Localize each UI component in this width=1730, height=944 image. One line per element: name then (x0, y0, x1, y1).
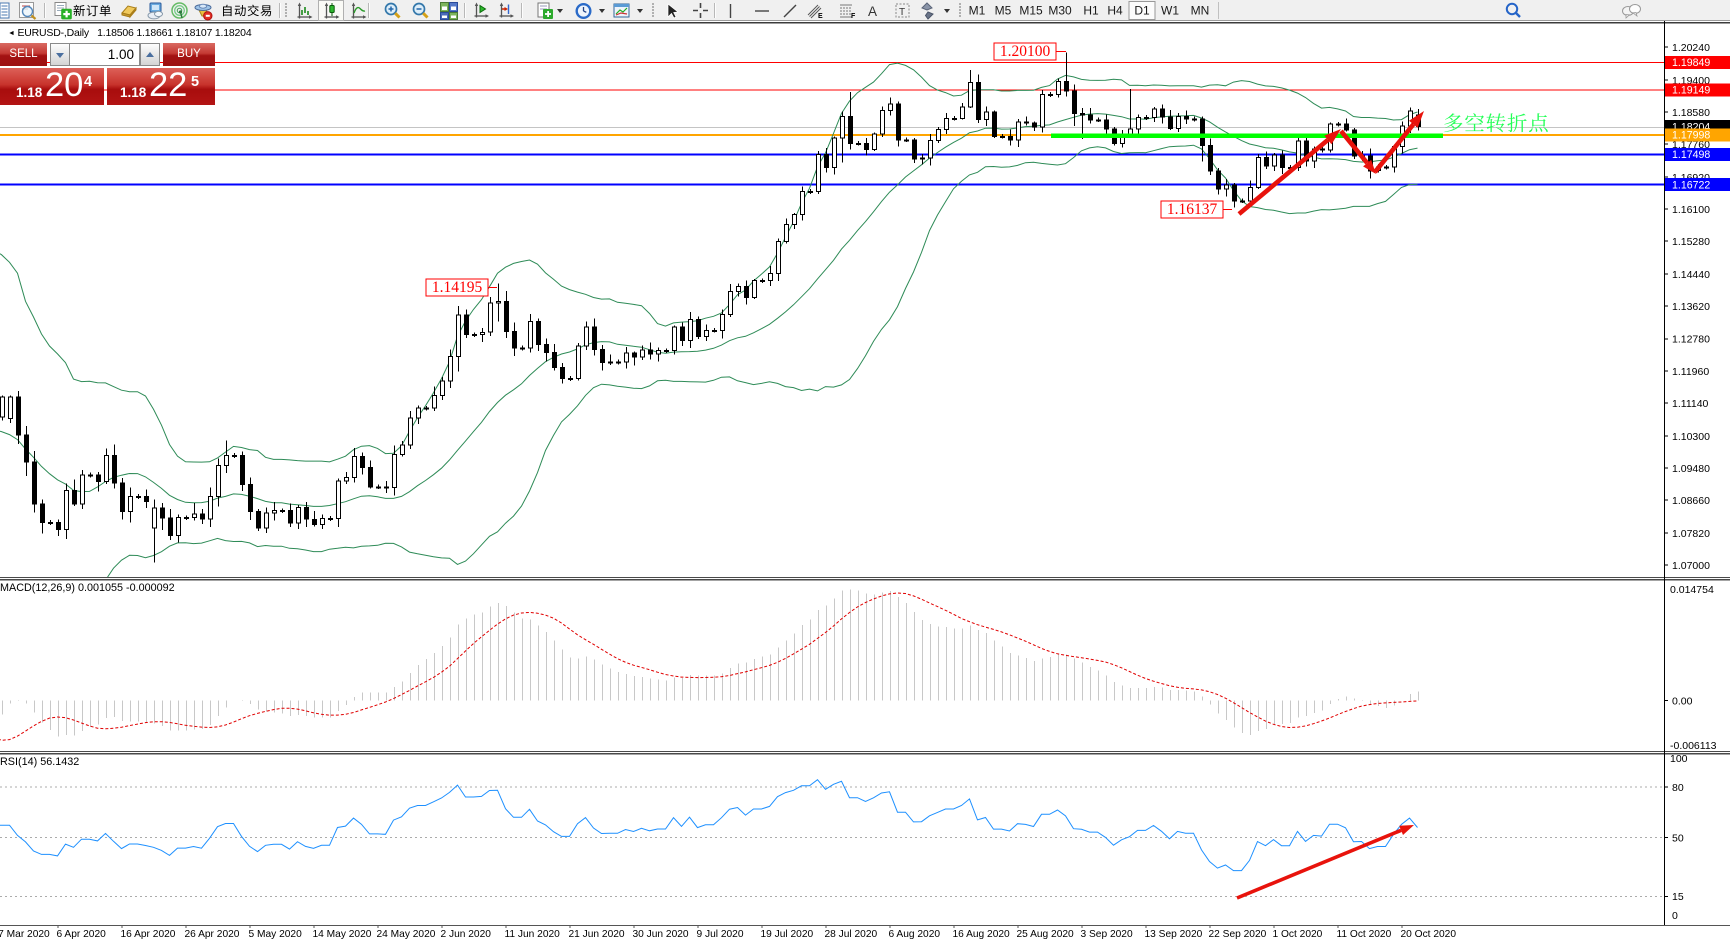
svg-text:1.12780: 1.12780 (1672, 334, 1710, 346)
svg-text:1.19849: 1.19849 (1672, 57, 1710, 69)
svg-text:D1: D1 (1134, 4, 1150, 18)
svg-text:1.07000: 1.07000 (1672, 560, 1710, 572)
svg-text:27 Mar 2020: 27 Mar 2020 (0, 929, 50, 940)
svg-text:1.17998: 1.17998 (1672, 130, 1710, 142)
svg-text:T: T (899, 7, 905, 18)
svg-text:M1: M1 (969, 4, 986, 18)
svg-text:1.16722: 1.16722 (1672, 180, 1710, 192)
svg-text:5 May 2020: 5 May 2020 (249, 929, 303, 940)
svg-text:28 Jul 2020: 28 Jul 2020 (825, 929, 878, 940)
svg-text:1 Oct 2020: 1 Oct 2020 (1273, 929, 1323, 940)
svg-text:6 Apr 2020: 6 Apr 2020 (57, 929, 107, 940)
svg-text:1.13620: 1.13620 (1672, 301, 1710, 313)
svg-text:W1: W1 (1161, 4, 1179, 18)
svg-text:26 Apr 2020: 26 Apr 2020 (185, 929, 240, 940)
svg-text:100: 100 (1670, 753, 1688, 765)
svg-text:1.20240: 1.20240 (1672, 42, 1710, 54)
svg-text:MN: MN (1191, 4, 1210, 18)
svg-text:1.15280: 1.15280 (1672, 236, 1710, 248)
svg-text:M30: M30 (1048, 4, 1072, 18)
svg-text:1.14195: 1.14195 (432, 279, 483, 296)
svg-text:1.10300: 1.10300 (1672, 431, 1710, 443)
svg-text:0: 0 (1672, 910, 1678, 922)
svg-text:F: F (851, 13, 856, 20)
svg-text:25 Aug 2020: 25 Aug 2020 (1017, 929, 1075, 940)
svg-text:15: 15 (1672, 891, 1684, 903)
svg-text:0.014754: 0.014754 (1670, 584, 1714, 596)
svg-text:0.00: 0.00 (1672, 695, 1693, 707)
svg-text:M5: M5 (995, 4, 1012, 18)
svg-text:1.19149: 1.19149 (1672, 85, 1710, 97)
svg-text:9 Jul 2020: 9 Jul 2020 (697, 929, 744, 940)
svg-text:H1: H1 (1083, 4, 1099, 18)
svg-text:11 Jun 2020: 11 Jun 2020 (505, 929, 561, 940)
svg-text:20 Oct 2020: 20 Oct 2020 (1401, 929, 1457, 940)
svg-text:50: 50 (1672, 832, 1684, 844)
svg-text:1.16137: 1.16137 (1167, 201, 1218, 218)
svg-text:A: A (868, 4, 877, 19)
svg-text:M15: M15 (1019, 4, 1043, 18)
svg-text:24 May 2020: 24 May 2020 (377, 929, 436, 940)
svg-text:1.11140: 1.11140 (1672, 398, 1709, 410)
svg-text:1.17498: 1.17498 (1672, 149, 1710, 161)
svg-text:22 Sep 2020: 22 Sep 2020 (1209, 929, 1267, 940)
svg-text:1.07820: 1.07820 (1672, 528, 1710, 540)
svg-text:1.08660: 1.08660 (1672, 495, 1710, 507)
svg-text:16 Apr 2020: 16 Apr 2020 (121, 929, 176, 940)
svg-text:MACD(12,26,9) 0.001055 -0.0000: MACD(12,26,9) 0.001055 -0.000092 (0, 582, 175, 594)
svg-text:2 Jun 2020: 2 Jun 2020 (441, 929, 492, 940)
svg-text:3 Sep 2020: 3 Sep 2020 (1081, 929, 1133, 940)
svg-text:1.09480: 1.09480 (1672, 463, 1710, 475)
svg-text:6 Aug 2020: 6 Aug 2020 (889, 929, 941, 940)
svg-text:21 Jun 2020: 21 Jun 2020 (569, 929, 625, 940)
svg-text:RSI(14) 56.1432: RSI(14) 56.1432 (0, 756, 79, 768)
svg-text:16 Aug 2020: 16 Aug 2020 (953, 929, 1011, 940)
svg-text:E: E (818, 13, 823, 20)
svg-text:-0.006113: -0.006113 (1670, 740, 1717, 752)
svg-text:30 Jun 2020: 30 Jun 2020 (633, 929, 689, 940)
svg-text:14 May 2020: 14 May 2020 (313, 929, 372, 940)
svg-text:H4: H4 (1107, 4, 1123, 18)
svg-text:1.20100: 1.20100 (1000, 43, 1051, 60)
svg-text:1.11960: 1.11960 (1672, 366, 1709, 378)
svg-text:13 Sep 2020: 13 Sep 2020 (1145, 929, 1203, 940)
svg-text:11 Oct 2020: 11 Oct 2020 (1337, 929, 1392, 940)
svg-text:1.18580: 1.18580 (1672, 107, 1710, 119)
svg-text:19 Jul 2020: 19 Jul 2020 (761, 929, 814, 940)
svg-text:1.14440: 1.14440 (1672, 269, 1710, 281)
svg-text:1.16100: 1.16100 (1672, 204, 1710, 216)
svg-text:80: 80 (1672, 782, 1684, 794)
